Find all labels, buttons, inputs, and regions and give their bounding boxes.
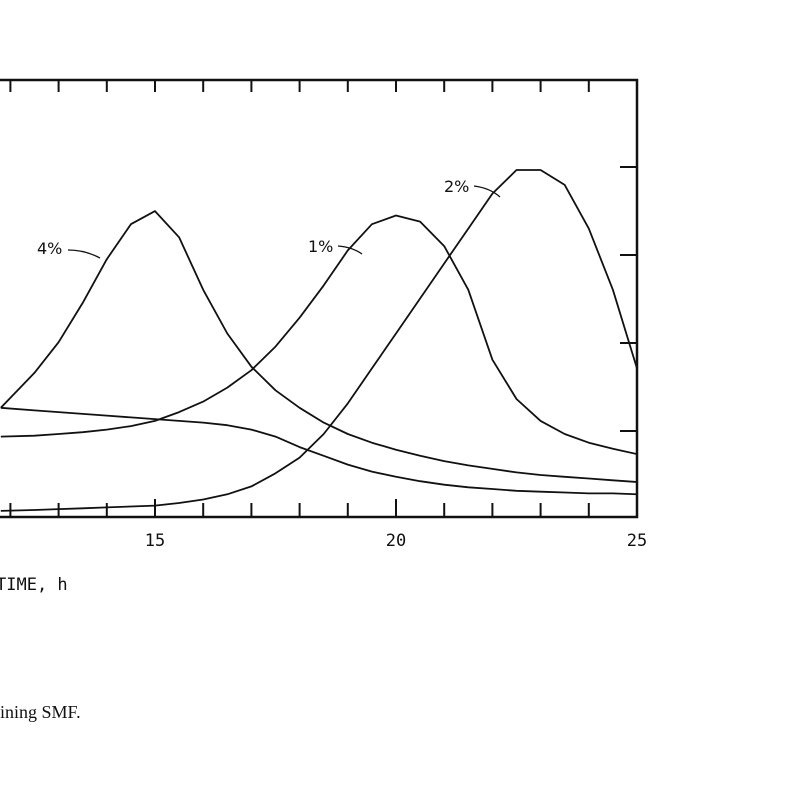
x-axis-label: TIME, h <box>0 575 68 595</box>
series-line <box>0 406 638 496</box>
annotation-arrows <box>67 185 501 259</box>
series-label: 2% <box>444 177 469 196</box>
series-line <box>0 169 638 512</box>
right-ticks <box>620 166 637 432</box>
series-label: 1% <box>308 237 333 256</box>
x-tick-label: 20 <box>386 531 406 551</box>
caption: ining SMF. <box>0 702 81 722</box>
series-line <box>0 210 638 483</box>
plot-frame <box>0 78 639 519</box>
series-line <box>0 214 638 455</box>
x-tick-label: 15 <box>145 531 165 551</box>
x-tick-label: 25 <box>627 531 647 551</box>
series-label: 4% <box>37 239 62 258</box>
